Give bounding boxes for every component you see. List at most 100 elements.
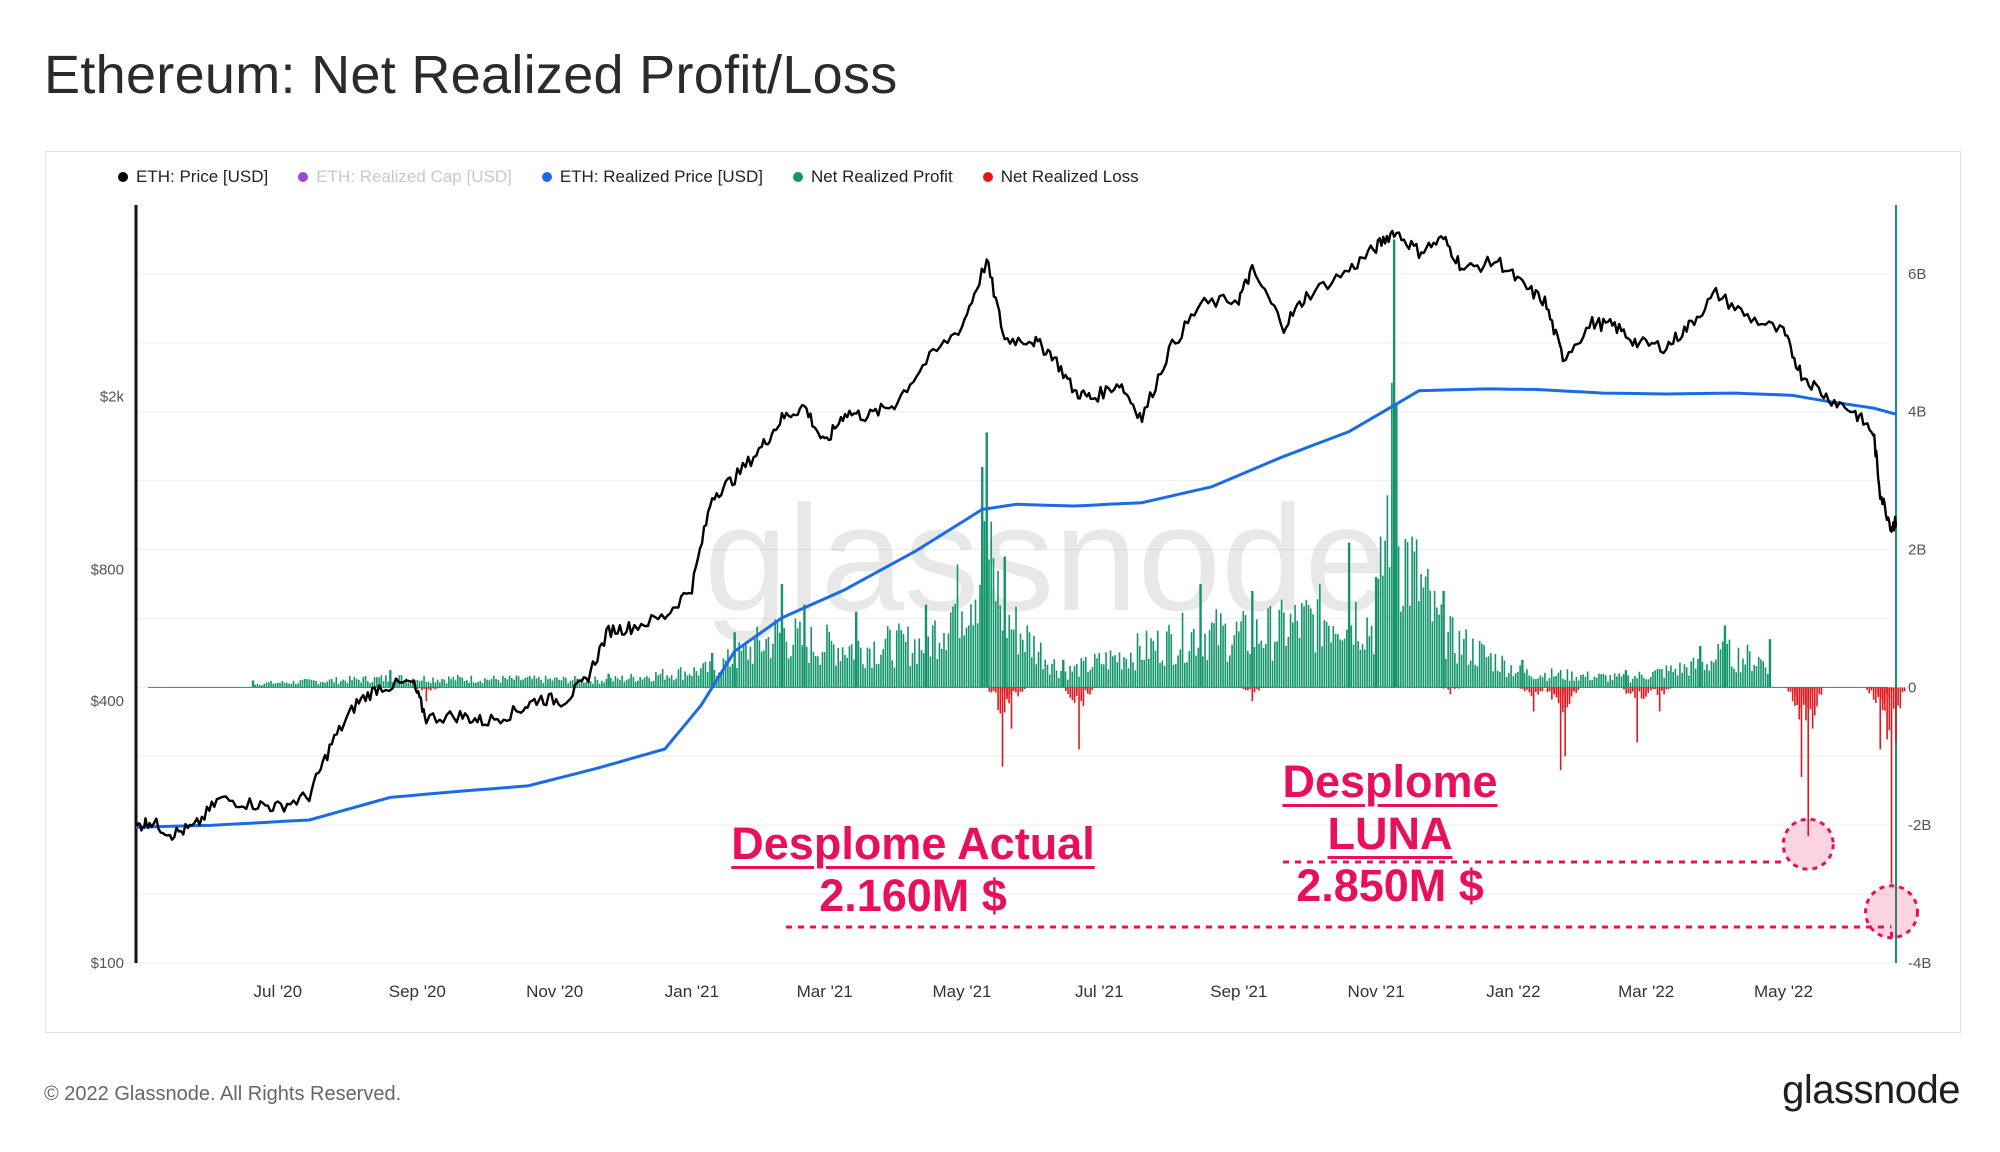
legend-item-realized-price[interactable]: ETH: Realized Price [USD] (541, 167, 763, 187)
profit-bar (432, 677, 434, 688)
loss-bar (429, 687, 432, 691)
profit-bar (731, 663, 734, 688)
profit-bar (1035, 664, 1038, 688)
profit-bar (979, 584, 981, 688)
profit-bar (990, 521, 993, 688)
profit-bar (1681, 672, 1683, 688)
profit-bar (1093, 653, 1096, 688)
loss-bar (1634, 687, 1636, 699)
profit-bar (1409, 605, 1411, 688)
profit-bar (1328, 625, 1330, 688)
profit-bar (1652, 671, 1654, 688)
profit-bar (1436, 607, 1438, 688)
glassnode-logo[interactable]: glassnode (1782, 1068, 1960, 1112)
profit-bar (799, 621, 801, 688)
profit-bar (745, 644, 747, 688)
x-tick-label: May '22 (1754, 982, 1813, 1001)
profit-bar (1712, 662, 1715, 688)
profit-spike-bar (1521, 659, 1524, 688)
profit-bar (810, 626, 812, 688)
profit-bar (1764, 667, 1767, 688)
loss-bar (1625, 687, 1627, 694)
profit-bar (254, 684, 257, 688)
legend-item-net-realized-profit[interactable]: Net Realized Profit (792, 167, 953, 187)
profit-bar (439, 682, 441, 688)
y-left-tick-label: $800 (91, 562, 124, 579)
profit-bar (400, 675, 403, 688)
profit-bar (1634, 675, 1636, 688)
profit-bar (958, 637, 961, 688)
profit-bar (1760, 659, 1762, 688)
loss-bar (1794, 687, 1796, 706)
loss-bar (1008, 687, 1010, 704)
loss-bar (988, 687, 991, 692)
profit-bar (1739, 672, 1742, 688)
loss-bar (1794, 687, 1796, 696)
profit-bar (1478, 640, 1481, 688)
profit-bar (1091, 667, 1094, 688)
profit-bar (367, 681, 369, 688)
legend-label: Net Realized Loss (1000, 167, 1139, 186)
profit-bar (272, 683, 275, 688)
profit-bar (893, 667, 896, 688)
profit-bar (945, 650, 948, 688)
profit-bar (754, 638, 756, 688)
profit-spike-bar (1003, 556, 1006, 688)
profit-bar (423, 675, 425, 688)
profit-bar (760, 651, 763, 688)
loss-bar (1640, 687, 1643, 699)
profit-bar (288, 683, 290, 688)
profit-bar (1523, 672, 1526, 688)
profit-bar (670, 675, 673, 688)
loss-bar (1019, 687, 1022, 692)
profit-bar (1008, 615, 1011, 688)
profit-bar (1384, 540, 1386, 688)
profit-bar (679, 667, 682, 688)
legend-item-eth-price[interactable]: ETH: Price [USD] (118, 167, 268, 187)
profit-bar (1573, 680, 1575, 688)
profit-bar (549, 678, 551, 688)
profit-bar (540, 680, 542, 688)
profit-bar (1566, 669, 1569, 688)
legend-item-realized-cap[interactable]: ETH: Realized Cap [USD] (298, 167, 512, 187)
loss-bar (1886, 687, 1888, 740)
loss-bar (1636, 687, 1638, 743)
profit-bar (308, 679, 311, 688)
legend-item-net-realized-loss[interactable]: Net Realized Loss (982, 167, 1139, 187)
loss-bar (1870, 687, 1873, 691)
profit-bar (1730, 666, 1733, 688)
profit-bar (1204, 633, 1206, 688)
profit-spike-bar (855, 611, 858, 688)
loss-bar (1888, 687, 1891, 731)
profit-bar (1474, 665, 1476, 688)
profit-bar (558, 679, 560, 688)
profit-bar (360, 682, 362, 688)
legend-label: ETH: Realized Price [USD] (559, 167, 763, 186)
profit-bar (823, 652, 826, 688)
profit-bar (1152, 641, 1155, 688)
profit-bar (497, 679, 500, 688)
profit-bar (506, 679, 509, 688)
profit-bar (472, 682, 475, 688)
profit-bar (1559, 670, 1562, 688)
profit-bar (1499, 672, 1501, 688)
profit-bar (1129, 652, 1132, 688)
loss-bar (1570, 687, 1573, 694)
profit-bar (396, 678, 398, 688)
profit-bar (909, 666, 912, 688)
profit-bar (621, 675, 623, 688)
profit-bar (1132, 662, 1134, 688)
profit-bar (1640, 674, 1643, 688)
profit-bar (646, 675, 648, 688)
profit-bar (571, 680, 574, 688)
profit-bar (1582, 674, 1584, 688)
loss-bar (1539, 687, 1542, 692)
loss-bar (1526, 687, 1528, 690)
profit-bar (526, 677, 529, 688)
profit-bar (337, 683, 340, 688)
loss-bar (1251, 687, 1254, 702)
chart-legend: ETH: Price [USD] ETH: Realized Cap [USD]… (118, 167, 1139, 187)
profit-bar (373, 677, 376, 688)
profit-bar (767, 637, 770, 688)
profit-bar (1557, 672, 1560, 688)
